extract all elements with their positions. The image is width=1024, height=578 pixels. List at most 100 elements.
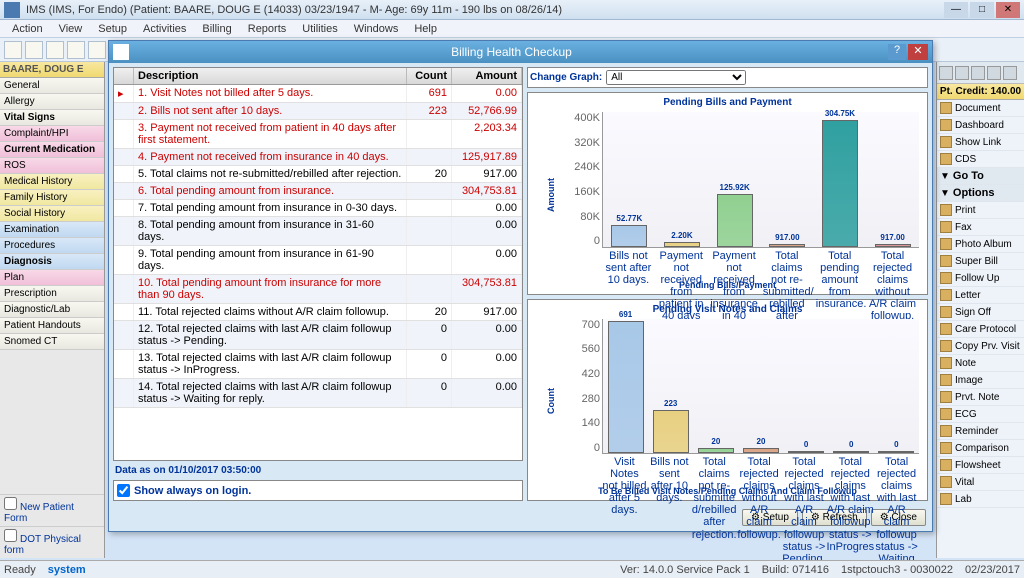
toolbar-btn[interactable] [25, 41, 43, 59]
opt-follow-up[interactable]: Follow Up [937, 270, 1024, 287]
menu-help[interactable]: Help [406, 23, 445, 35]
nav-prescription[interactable]: Prescription [0, 286, 104, 302]
opt-reminder[interactable]: Reminder [937, 423, 1024, 440]
table-row[interactable]: 14. Total rejected claims with last A/R … [114, 379, 522, 408]
nav-diagnosis[interactable]: Diagnosis [0, 254, 104, 270]
dialog-help-button[interactable]: ? [888, 44, 906, 60]
nav-vital-signs[interactable]: Vital Signs [0, 110, 104, 126]
table-row[interactable]: 11. Total rejected claims without A/R cl… [114, 304, 522, 321]
nav-diagnostic-lab[interactable]: Diagnostic/Lab [0, 302, 104, 318]
chart-bar: 125.92K [717, 194, 753, 246]
dialog-close-button[interactable]: ✕ [908, 44, 928, 60]
th-description: Description [134, 68, 407, 84]
opt-prvt-note[interactable]: Prvt. Note [937, 389, 1024, 406]
toolbar-btn[interactable] [67, 41, 85, 59]
nav-social-history[interactable]: Social History [0, 206, 104, 222]
table-row[interactable]: 13. Total rejected claims with last A/R … [114, 350, 522, 379]
table-row[interactable]: 7. Total pending amount from insurance i… [114, 200, 522, 217]
menu-activities[interactable]: Activities [135, 23, 194, 35]
right-tool-icon[interactable] [939, 66, 953, 80]
dialog-title: Billing Health Checkup [135, 45, 888, 59]
nav-snomed-ct[interactable]: Snomed CT [0, 334, 104, 350]
rnav-cds[interactable]: CDS [937, 151, 1024, 168]
table-row[interactable]: 4. Payment not received from insurance i… [114, 149, 522, 166]
opt-letter[interactable]: Letter [937, 287, 1024, 304]
chart-xlabel: Payment not received from patient in 40 … [657, 250, 705, 278]
table-row[interactable]: 12. Total rejected claims with last A/R … [114, 321, 522, 350]
table-row[interactable]: ▸1. Visit Notes not billed after 5 days.… [114, 85, 522, 103]
nav-medical-history[interactable]: Medical History [0, 174, 104, 190]
opt-image[interactable]: Image [937, 372, 1024, 389]
toolbar-btn[interactable] [4, 41, 22, 59]
opt-super-bill[interactable]: Super Bill [937, 253, 1024, 270]
form-checkbox[interactable] [4, 497, 17, 510]
minimize-button[interactable]: — [944, 2, 968, 18]
form-new-patient-form[interactable]: New Patient Form [0, 494, 104, 526]
opt-vital[interactable]: Vital [937, 474, 1024, 491]
table-row[interactable]: 5. Total claims not re-submitted/rebille… [114, 166, 522, 183]
th-blank [114, 68, 134, 84]
status-db: 1stpctouch3 - 0030022 [841, 564, 953, 576]
opt-icon [940, 374, 952, 386]
menu-utilities[interactable]: Utilities [294, 23, 345, 35]
opt-note[interactable]: Note [937, 355, 1024, 372]
nav-plan[interactable]: Plan [0, 270, 104, 286]
nav-complaint-hpi[interactable]: Complaint/HPI [0, 126, 104, 142]
goto-header[interactable]: ▼ Go To [937, 168, 1024, 185]
opt-lab[interactable]: Lab [937, 491, 1024, 508]
status-build: Build: 071416 [762, 564, 829, 576]
table-row[interactable]: 3. Payment not received from patient in … [114, 120, 522, 149]
opt-care-protocol[interactable]: Care Protocol [937, 321, 1024, 338]
chart-pending-visits: Pending Visit Notes and Claims Count 700… [527, 299, 928, 502]
rnav-dashboard[interactable]: Dashboard [937, 117, 1024, 134]
opt-print[interactable]: Print [937, 202, 1024, 219]
chart-bar: 304.75K [822, 120, 858, 246]
menu-billing[interactable]: Billing [194, 23, 239, 35]
change-graph-select[interactable]: All [606, 70, 746, 85]
nav-family-history[interactable]: Family History [0, 190, 104, 206]
right-tool-icon[interactable] [987, 66, 1001, 80]
nav-allergy[interactable]: Allergy [0, 94, 104, 110]
rnav-show-link[interactable]: Show Link [937, 134, 1024, 151]
menu-windows[interactable]: Windows [346, 23, 407, 35]
chart-xlabel: Payment not received from insurance in 4… [710, 250, 758, 278]
nav-ros[interactable]: ROS [0, 158, 104, 174]
opt-flowsheet[interactable]: Flowsheet [937, 457, 1024, 474]
form-checkbox[interactable] [4, 529, 17, 542]
opt-comparison[interactable]: Comparison [937, 440, 1024, 457]
right-tool-icon[interactable] [955, 66, 969, 80]
dialog-icon [113, 44, 129, 60]
toolbar-btn[interactable] [88, 41, 106, 59]
nav-examination[interactable]: Examination [0, 222, 104, 238]
opt-copy-prv-visit[interactable]: Copy Prv. Visit [937, 338, 1024, 355]
menu-reports[interactable]: Reports [240, 23, 295, 35]
nav-current-medication[interactable]: Current Medication [0, 142, 104, 158]
table-row[interactable]: 8. Total pending amount from insurance i… [114, 217, 522, 246]
right-tool-icon[interactable] [1003, 66, 1017, 80]
options-header[interactable]: ▼ Options [937, 185, 1024, 202]
table-row[interactable]: 2. Bills not sent after 10 days.22352,76… [114, 103, 522, 120]
close-button[interactable]: ✕ [996, 2, 1020, 18]
opt-sign-off[interactable]: Sign Off [937, 304, 1024, 321]
menu-setup[interactable]: Setup [90, 23, 135, 35]
status-date: 02/23/2017 [965, 564, 1020, 576]
nav-procedures[interactable]: Procedures [0, 238, 104, 254]
rnav-document[interactable]: Document [937, 100, 1024, 117]
form-dot-physical-form[interactable]: DOT Physical form [0, 526, 104, 558]
table-row[interactable]: 10. Total pending amount from insurance … [114, 275, 522, 304]
toolbar-btn[interactable] [46, 41, 64, 59]
change-graph-row: Change Graph: All [527, 67, 928, 88]
show-always-checkbox[interactable] [117, 484, 130, 497]
chart-xlabel: Bills not sent after 10 days. [647, 456, 692, 484]
nav-general[interactable]: General [0, 78, 104, 94]
table-row[interactable]: 9. Total pending amount from insurance i… [114, 246, 522, 275]
menu-action[interactable]: Action [4, 23, 51, 35]
opt-photo-album[interactable]: Photo Album [937, 236, 1024, 253]
right-tool-icon[interactable] [971, 66, 985, 80]
opt-fax[interactable]: Fax [937, 219, 1024, 236]
opt-ecg[interactable]: ECG [937, 406, 1024, 423]
maximize-button[interactable]: □ [970, 2, 994, 18]
menu-view[interactable]: View [51, 23, 91, 35]
nav-patient-handouts[interactable]: Patient Handouts [0, 318, 104, 334]
table-row[interactable]: 6. Total pending amount from insurance.3… [114, 183, 522, 200]
